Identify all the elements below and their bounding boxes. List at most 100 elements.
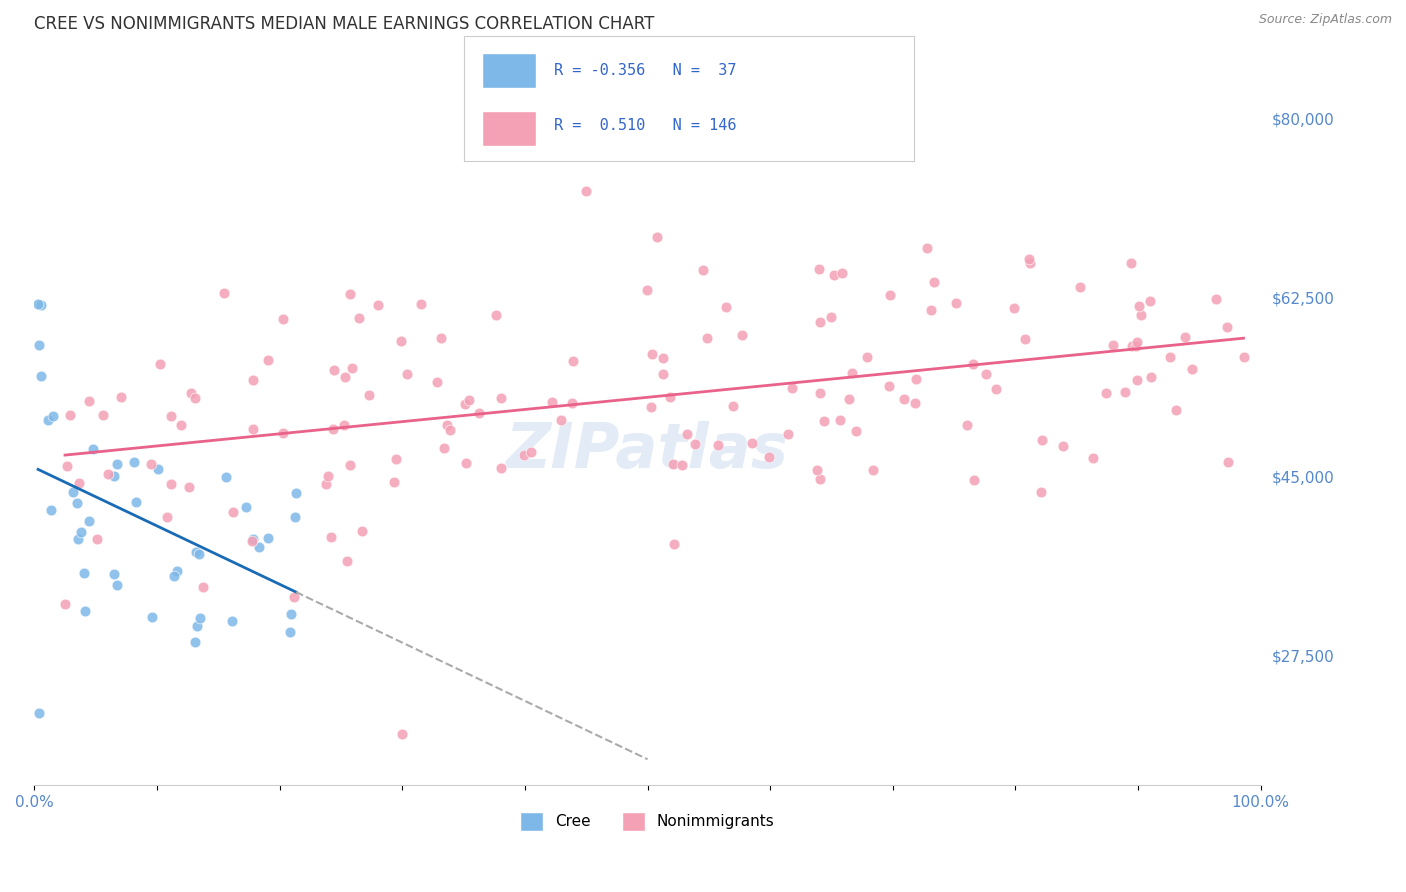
Point xyxy=(271,312,294,326)
Point xyxy=(122,454,145,468)
Point xyxy=(160,476,183,491)
Point xyxy=(77,514,100,528)
Point xyxy=(1218,455,1240,469)
Point xyxy=(1159,350,1181,364)
Point xyxy=(30,368,52,383)
Text: CREE VS NONIMMIGRANTS MEDIAN MALE EARNINGS CORRELATION CHART: CREE VS NONIMMIGRANTS MEDIAN MALE EARNIN… xyxy=(34,15,655,33)
Point xyxy=(780,381,803,395)
Point xyxy=(53,597,76,611)
Point xyxy=(73,604,96,618)
Point xyxy=(645,230,668,244)
Point xyxy=(163,568,186,582)
Point xyxy=(79,394,101,409)
Point xyxy=(333,370,356,384)
Point xyxy=(1130,309,1153,323)
Point xyxy=(1052,439,1074,453)
Point xyxy=(962,357,984,371)
Point xyxy=(915,241,938,255)
Point xyxy=(321,530,343,544)
Point xyxy=(430,331,453,345)
Point xyxy=(652,367,675,381)
Point xyxy=(82,442,104,456)
Point xyxy=(357,388,380,402)
Point xyxy=(426,376,449,390)
Text: R =  0.510   N = 146: R = 0.510 N = 146 xyxy=(554,118,737,133)
Point xyxy=(103,566,125,581)
Point xyxy=(73,566,96,580)
Point xyxy=(652,351,675,365)
Point xyxy=(318,469,340,483)
Point xyxy=(707,438,730,452)
Text: $27,500: $27,500 xyxy=(1272,649,1334,665)
Point xyxy=(1018,252,1040,266)
Text: Source: ZipAtlas.com: Source: ZipAtlas.com xyxy=(1258,13,1392,27)
Point xyxy=(433,441,456,455)
Point xyxy=(541,395,564,409)
Point xyxy=(820,310,842,325)
Point xyxy=(1019,255,1042,269)
Point xyxy=(1029,485,1052,500)
Point xyxy=(636,283,658,297)
Point xyxy=(62,485,84,500)
Point xyxy=(659,390,682,404)
Point xyxy=(467,406,489,420)
Point xyxy=(806,463,828,477)
Point xyxy=(550,413,572,427)
Point xyxy=(180,385,202,400)
Point xyxy=(221,614,243,628)
Point xyxy=(28,338,51,352)
Point xyxy=(1125,339,1147,353)
Point xyxy=(1216,319,1239,334)
Point xyxy=(284,509,307,524)
Point xyxy=(439,423,461,437)
Legend: Cree, Nonimmigrants: Cree, Nonimmigrants xyxy=(515,806,780,837)
Point xyxy=(42,409,65,423)
Point xyxy=(776,426,799,441)
Point xyxy=(731,327,754,342)
Point xyxy=(813,414,835,428)
Point xyxy=(141,457,163,471)
Point xyxy=(166,564,188,578)
Point xyxy=(692,263,714,277)
Point xyxy=(183,634,205,648)
Point xyxy=(149,357,172,371)
Point xyxy=(714,300,737,314)
Point xyxy=(520,445,543,459)
Point xyxy=(389,334,412,348)
Point xyxy=(723,399,745,413)
Point xyxy=(893,392,915,406)
Point xyxy=(807,262,830,277)
Point xyxy=(640,400,662,414)
Point xyxy=(339,458,361,473)
Point xyxy=(485,308,508,322)
Point xyxy=(1174,330,1197,344)
Point xyxy=(808,386,831,401)
Point xyxy=(855,351,877,365)
Point xyxy=(841,366,863,380)
Point xyxy=(156,509,179,524)
Point xyxy=(215,470,238,484)
Point xyxy=(436,418,458,433)
Point xyxy=(103,468,125,483)
Point xyxy=(27,297,49,311)
Point xyxy=(1031,433,1053,447)
Point xyxy=(1181,362,1204,376)
Point xyxy=(367,298,389,312)
Point xyxy=(347,310,370,325)
Point xyxy=(1002,301,1025,315)
Point xyxy=(340,360,363,375)
Point xyxy=(110,390,132,404)
Point xyxy=(191,580,214,594)
Point xyxy=(1069,280,1091,294)
Point xyxy=(242,533,264,547)
Point xyxy=(489,460,512,475)
Text: ZIPatlas: ZIPatlas xyxy=(506,421,789,481)
Point xyxy=(1166,402,1188,417)
Point xyxy=(242,373,264,387)
Point xyxy=(283,590,305,604)
Point xyxy=(1128,299,1150,313)
FancyBboxPatch shape xyxy=(482,111,536,145)
Point xyxy=(685,437,707,451)
Point xyxy=(333,418,356,433)
Point xyxy=(67,476,90,491)
